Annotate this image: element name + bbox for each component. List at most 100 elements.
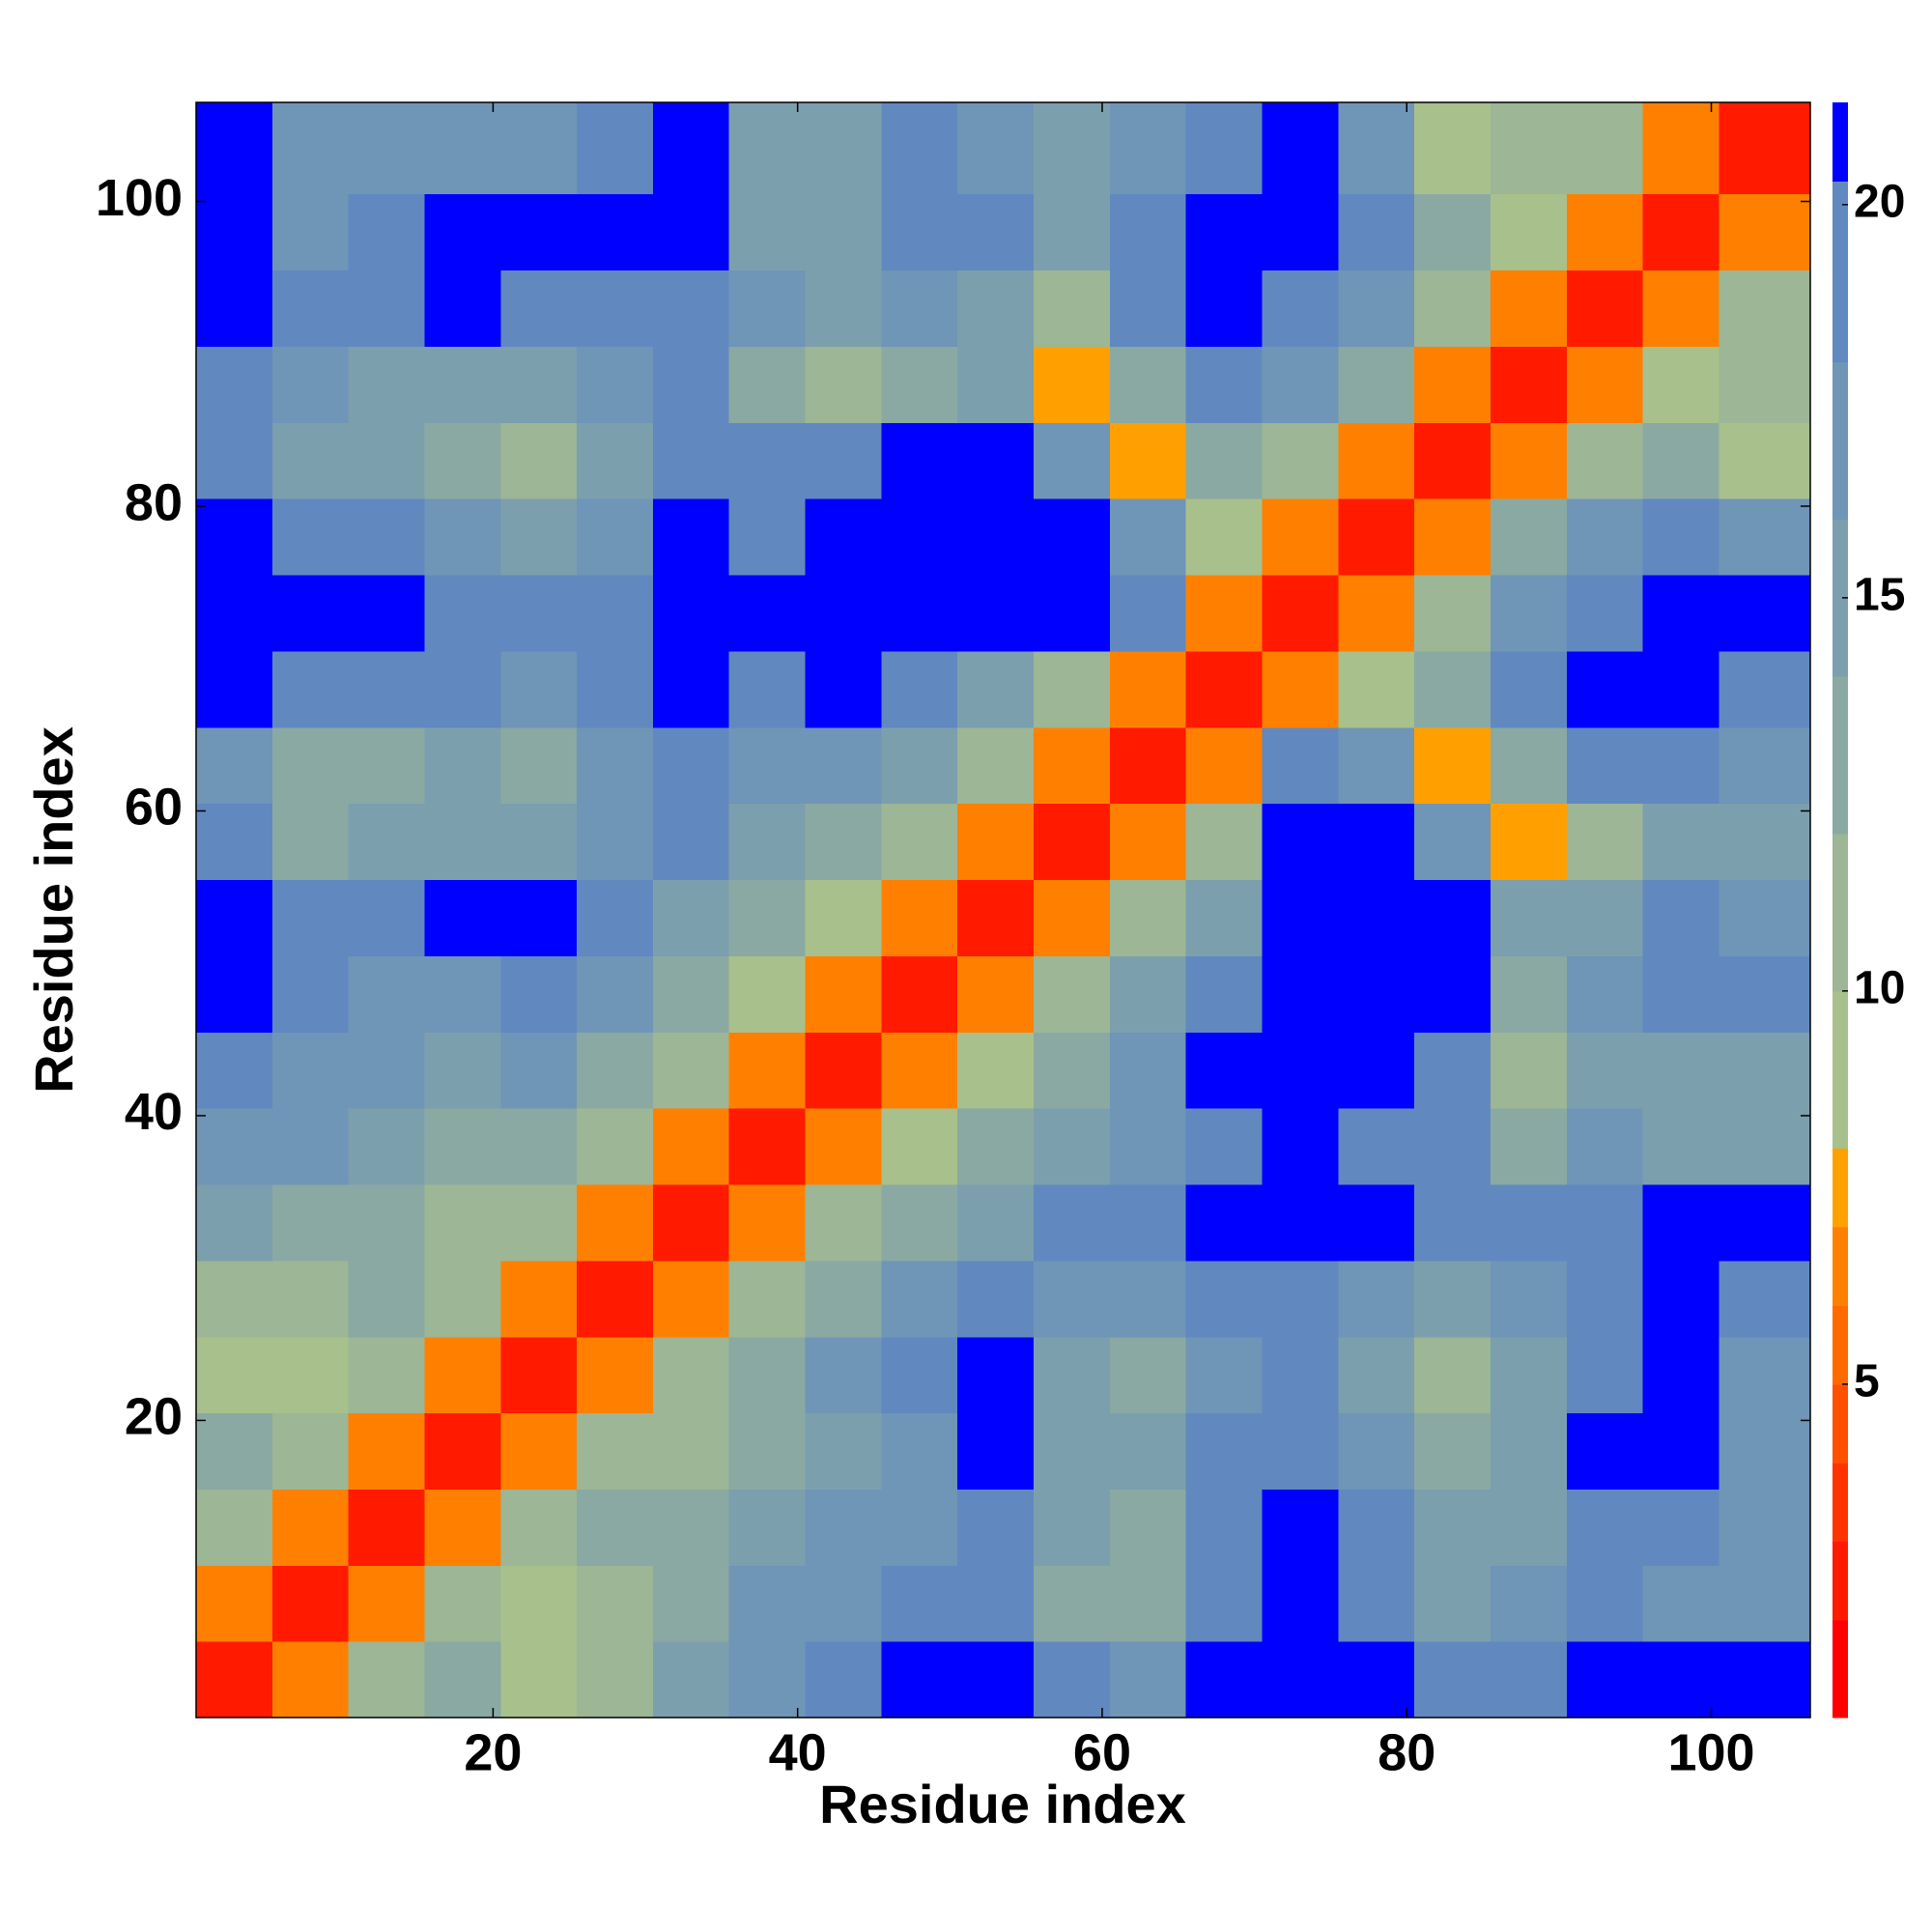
heatmap-cell <box>196 726 273 805</box>
heatmap-cell <box>1185 270 1264 347</box>
y-tick-label: 60 <box>125 779 183 837</box>
heatmap-cell <box>1034 650 1111 728</box>
heatmap-cell <box>1490 726 1568 805</box>
heatmap-cell <box>271 650 350 728</box>
heatmap-cell <box>1719 955 1811 1033</box>
heatmap-cell <box>196 193 273 271</box>
heatmap-cell <box>1414 270 1492 347</box>
heatmap-cell <box>805 498 882 576</box>
heatmap-cell <box>652 270 730 347</box>
heatmap-cell <box>1185 1489 1264 1566</box>
heatmap-cell <box>1414 1336 1492 1414</box>
heatmap-cell <box>805 1108 882 1185</box>
heatmap-cell <box>1566 1108 1644 1185</box>
heatmap-cell <box>1490 1032 1568 1109</box>
heatmap-cell <box>1109 270 1187 347</box>
heatmap-cell <box>424 1183 501 1262</box>
heatmap-cell <box>271 574 350 652</box>
heatmap-cell <box>500 270 578 347</box>
heatmap-cell <box>577 102 654 195</box>
heatmap-cell <box>1338 1336 1415 1414</box>
heatmap-cell <box>500 879 578 956</box>
heatmap-cell <box>577 346 654 423</box>
colorbar-segment <box>1833 1148 1848 1228</box>
heatmap-cell <box>1109 1336 1187 1414</box>
heatmap-cell <box>1109 955 1187 1033</box>
heatmap-cell <box>1262 803 1339 881</box>
heatmap-cell <box>1109 102 1187 195</box>
heatmap-cell <box>348 726 426 805</box>
heatmap-cell <box>577 879 654 956</box>
heatmap-cell <box>196 1336 273 1414</box>
heatmap-cell <box>1262 498 1339 576</box>
heatmap-cell <box>1034 726 1111 805</box>
heatmap-cell <box>1338 1641 1415 1719</box>
heatmap-cell <box>348 422 426 499</box>
heatmap-cell <box>348 1336 426 1414</box>
heatmap-cell <box>1566 726 1644 805</box>
heatmap-cell <box>577 1641 654 1719</box>
heatmap-cell <box>1566 1336 1644 1414</box>
heatmap-cell <box>500 193 578 271</box>
heatmap-cell <box>424 574 501 652</box>
heatmap-cell <box>577 270 654 347</box>
heatmap-cell <box>1490 498 1568 576</box>
heatmap-cell <box>1566 498 1644 576</box>
heatmap-cell <box>1262 955 1339 1033</box>
heatmap-cell <box>1642 102 1720 195</box>
colorbar-segment <box>1833 834 1848 992</box>
heatmap-cell <box>728 346 807 423</box>
heatmap-cell <box>805 1032 882 1109</box>
heatmap-cell <box>271 726 350 805</box>
heatmap-cell <box>1109 1032 1187 1109</box>
heatmap-cell <box>1034 803 1111 881</box>
heatmap-cell <box>1642 1489 1720 1566</box>
heatmap-cell <box>1185 1108 1264 1185</box>
heatmap-cell <box>1642 650 1720 728</box>
heatmap-cell <box>1414 1260 1492 1338</box>
heatmap-cell <box>1719 1641 1811 1719</box>
heatmap-cell <box>577 1489 654 1566</box>
heatmap-cell <box>1338 422 1415 499</box>
heatmap-cell <box>1034 1108 1111 1185</box>
heatmap-cell <box>1185 1032 1264 1109</box>
heatmap-cell <box>1414 1641 1492 1719</box>
heatmap-cell <box>1109 574 1187 652</box>
colorbar-segment <box>1833 1463 1848 1543</box>
heatmap-cell <box>957 346 1035 423</box>
heatmap-cell <box>1109 498 1187 576</box>
heatmap-cell <box>1642 955 1720 1033</box>
heatmap-cell <box>1338 1412 1415 1490</box>
heatmap-cell <box>424 422 501 499</box>
heatmap-cell <box>500 422 578 499</box>
heatmap-cell <box>424 1032 501 1109</box>
heatmap-cell <box>1490 193 1568 271</box>
heatmap-cell <box>1719 1183 1811 1262</box>
heatmap-cell <box>1338 650 1415 728</box>
heatmap-cell <box>1262 1260 1339 1338</box>
heatmap-cell <box>805 422 882 499</box>
heatmap-cell <box>1414 193 1492 271</box>
heatmap-cell <box>348 1032 426 1109</box>
heatmap-cell <box>577 1412 654 1490</box>
heatmap-cell <box>728 270 807 347</box>
heatmap-cell <box>577 1183 654 1262</box>
heatmap-cell <box>500 1336 578 1414</box>
heatmap-cell <box>957 1489 1035 1566</box>
heatmap-cell <box>1642 193 1720 271</box>
heatmap-cell <box>271 1260 350 1338</box>
heatmap-cell <box>424 1641 501 1719</box>
colorbar-tick-label: 5 <box>1854 1356 1880 1407</box>
heatmap-cell <box>577 422 654 499</box>
heatmap-cell <box>957 650 1035 728</box>
heatmap-cell <box>805 1489 882 1566</box>
heatmap-cell <box>957 1032 1035 1109</box>
heatmap-cell <box>1262 1336 1339 1414</box>
heatmap-cell <box>1566 879 1644 956</box>
heatmap-cell <box>1490 1260 1568 1338</box>
heatmap-cell <box>196 422 273 499</box>
heatmap-cell <box>1490 1565 1568 1642</box>
heatmap-cell <box>1034 1032 1111 1109</box>
heatmap-cell <box>1262 346 1339 423</box>
heatmap-cell <box>424 102 501 195</box>
